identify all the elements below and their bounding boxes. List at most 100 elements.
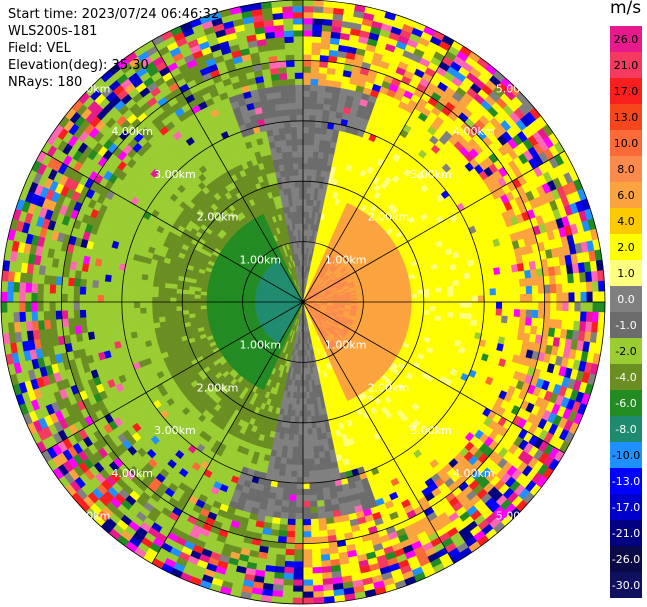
velocity-bin — [447, 291, 455, 298]
velocity-bin — [311, 542, 321, 550]
velocity-bin — [324, 456, 332, 464]
velocity-bin — [429, 292, 437, 298]
velocity-bin — [302, 555, 313, 562]
velocity-bin — [312, 578, 324, 586]
velocity-bin — [321, 24, 333, 32]
velocity-bin — [298, 428, 304, 436]
velocity-bin — [489, 288, 497, 296]
velocity-bin — [526, 293, 533, 303]
velocity-bin — [288, 427, 295, 435]
velocity-bin — [312, 433, 318, 441]
velocity-bin — [417, 301, 425, 307]
velocity-bin — [435, 301, 443, 308]
velocity-bin — [310, 78, 319, 86]
velocity-bin — [302, 398, 307, 405]
velocity-bin — [286, 445, 294, 453]
velocity-bin — [294, 519, 304, 526]
velocity-bin — [530, 268, 538, 279]
velocity-bin — [506, 279, 515, 288]
velocity-bin — [279, 517, 289, 526]
velocity-bin — [429, 306, 437, 312]
velocity-bin — [316, 499, 325, 508]
velocity-bin — [297, 458, 304, 466]
velocity-bin — [313, 0, 325, 8]
velocity-bin — [311, 48, 321, 56]
velocity-bin — [423, 305, 431, 312]
velocity-bin — [312, 157, 319, 165]
velocity-bin — [440, 311, 448, 318]
velocity-bin — [292, 446, 299, 454]
velocity-bin — [586, 301, 594, 313]
velocity-bin — [459, 307, 467, 314]
velocity-bin — [309, 114, 317, 122]
velocity-bin — [525, 309, 533, 319]
velocity-bin — [410, 289, 418, 295]
velocity-bin — [302, 162, 309, 170]
velocity-bin — [312, 439, 319, 447]
velocity-bin — [324, 511, 334, 519]
velocity-bin — [314, 127, 322, 135]
velocity-bin — [435, 296, 443, 303]
velocity-bin — [306, 422, 313, 430]
velocity-bin — [302, 199, 307, 206]
velocity-bin — [393, 298, 400, 303]
velocity-bin — [319, 60, 329, 68]
velocity-bin — [313, 139, 321, 147]
velocity-bin — [302, 482, 310, 490]
velocity-bin — [316, 433, 323, 441]
velocity-bin — [302, 60, 312, 67]
velocity-bin — [500, 315, 509, 324]
velocity-bin — [308, 126, 316, 134]
velocity-bin — [513, 309, 521, 318]
velocity-bin — [489, 308, 497, 316]
velocity-bin — [289, 488, 297, 496]
velocity-bin — [287, 439, 294, 447]
velocity-bin — [458, 279, 466, 286]
velocity-bin — [316, 96, 325, 105]
velocity-bin — [294, 416, 300, 423]
velocity-bin — [477, 307, 485, 315]
velocity-bin — [302, 102, 311, 110]
velocity-bin — [284, 560, 295, 568]
velocity-bin — [326, 73, 336, 81]
velocity-bin — [317, 511, 326, 520]
velocity-bin — [488, 314, 497, 323]
velocity-bin — [518, 270, 526, 280]
velocity-bin — [286, 530, 296, 538]
velocity-bin — [580, 291, 588, 303]
velocity-bin — [308, 385, 313, 393]
velocity-bin — [315, 481, 323, 490]
velocity-bin — [574, 292, 582, 303]
velocity-bin — [561, 319, 569, 331]
velocity-bin — [305, 380, 310, 387]
velocity-bin — [591, 321, 599, 334]
velocity-bin — [307, 162, 313, 170]
velocity-bin — [302, 597, 314, 605]
velocity-bin — [322, 444, 330, 452]
velocity-bin — [520, 293, 527, 303]
velocity-bin — [311, 42, 322, 50]
velocity-bin — [423, 292, 431, 299]
velocity-bin — [579, 321, 587, 332]
velocity-bin — [319, 133, 327, 141]
velocity-bin — [447, 301, 455, 308]
velocity-bin — [309, 102, 318, 110]
velocity-bin — [306, 398, 311, 405]
velocity-bin — [447, 306, 455, 313]
velocity-bin — [453, 301, 461, 308]
velocity-bin — [441, 296, 449, 303]
velocity-bin — [294, 531, 304, 538]
velocity-bin — [292, 440, 299, 448]
velocity-bin — [311, 427, 318, 435]
velocity-bin — [393, 301, 400, 306]
velocity-bin — [320, 42, 331, 50]
velocity-bin — [325, 79, 335, 87]
velocity-bin — [537, 318, 545, 328]
velocity-bin — [302, 144, 309, 152]
velocity-bin — [278, 530, 288, 538]
velocity-bin — [579, 272, 587, 283]
velocity-bin — [465, 289, 473, 297]
velocity-bin — [302, 579, 314, 587]
velocity-bin — [483, 288, 491, 296]
